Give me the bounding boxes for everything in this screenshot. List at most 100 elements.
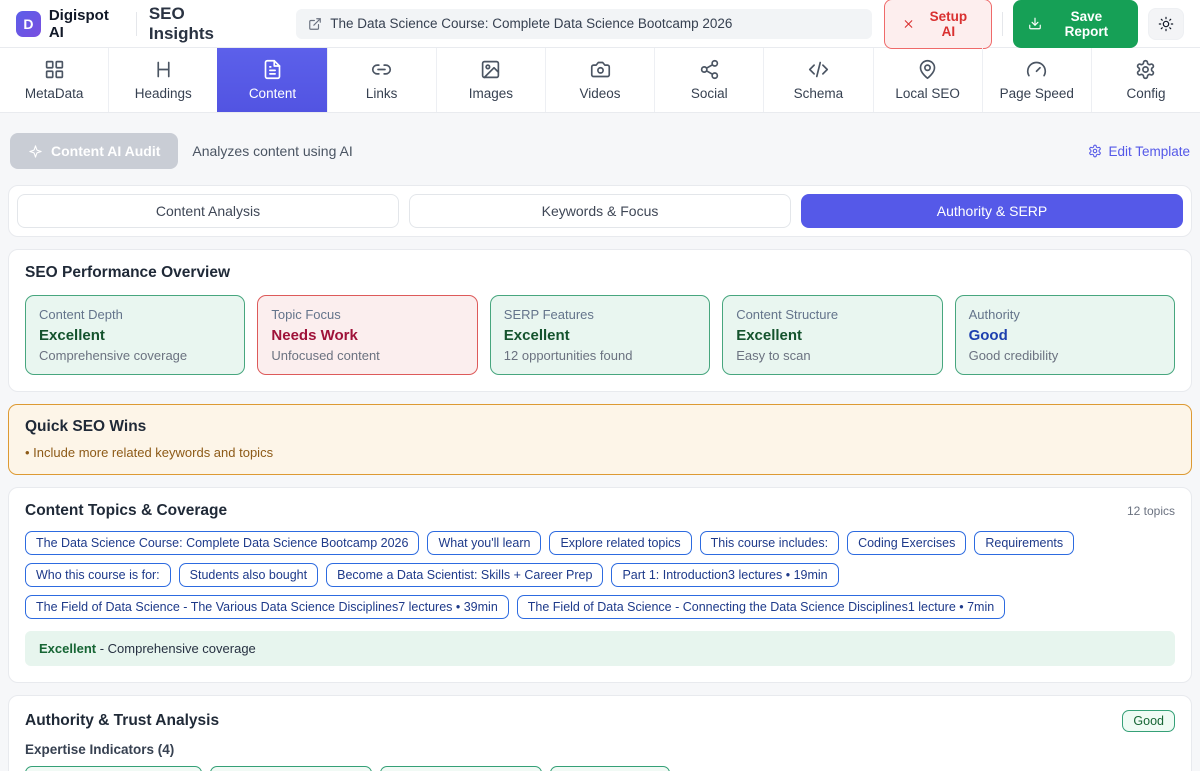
authority-trust-section: Authority & Trust Analysis Good Expertis… — [8, 695, 1192, 771]
section-title: Content Topics & Coverage — [25, 502, 228, 519]
nav-tab-label: Videos — [579, 86, 621, 101]
nav-tab-label: Social — [690, 86, 728, 101]
image-icon — [480, 59, 501, 80]
section-tabs: Content Analysis Keywords & Focus Author… — [8, 185, 1192, 237]
nav-tab-schema[interactable]: Schema — [763, 48, 872, 112]
topic-chip: Requirements — [974, 531, 1075, 555]
stat-label: Authority — [968, 307, 1020, 322]
top-bar: D Digispot AI SEO Insights The Data Scie… — [0, 0, 1200, 49]
status-badge: Good — [1122, 710, 1175, 732]
stat-value: Excellent — [503, 327, 570, 344]
pin-icon — [917, 59, 938, 80]
stat-subtext: 12 opportunities found — [503, 348, 633, 363]
main-content: Content AI Audit Analyzes content using … — [0, 113, 1200, 771]
save-report-button[interactable]: Save Report — [1012, 0, 1139, 48]
tab-authority-serp[interactable]: Authority & SERP — [801, 194, 1183, 228]
topic-chip: The Field of Data Science - Connecting t… — [516, 595, 1006, 619]
topic-chip: Who this course is for: — [25, 563, 171, 587]
topic-chip: Part 1: Introduction3 lectures • 19min — [611, 563, 839, 587]
topic-chip: What you'll learn — [427, 531, 542, 555]
expertise-chip-list: Research and data citations Expertise an… — [25, 766, 1175, 771]
page-title: SEO Insights — [148, 3, 215, 43]
nav-tab-metadata[interactable]: MetaData — [0, 48, 108, 112]
edit-template-link[interactable]: Edit Template — [1088, 144, 1190, 159]
section-title: Authority & Trust Analysis — [25, 712, 220, 729]
gear-icon — [1088, 144, 1102, 158]
content-topics-section: Content Topics & Coverage 12 topics The … — [8, 487, 1192, 683]
camera-icon — [590, 59, 611, 80]
nav-tab-label: Page Speed — [999, 86, 1074, 101]
stat-label: Content Structure — [736, 307, 839, 322]
gear-icon — [1135, 59, 1156, 80]
nav-tab-config[interactable]: Config — [1090, 48, 1200, 112]
stat-card: Content Depth Excellent Comprehensive co… — [25, 295, 246, 375]
topic-chip: The Field of Data Science - The Various … — [25, 595, 509, 619]
tab-content-analysis[interactable]: Content Analysis — [17, 194, 399, 228]
quick-seo-wins-section: Quick SEO Wins • Include more related ke… — [8, 404, 1192, 475]
topic-chip: The Data Science Course: Complete Data S… — [25, 531, 420, 555]
audit-description: Analyzes content using AI — [192, 143, 353, 159]
nav-tab-label: Links — [365, 86, 398, 101]
sun-icon — [1158, 16, 1174, 32]
nav-tab-links[interactable]: Links — [326, 48, 436, 112]
sparkles-icon — [28, 144, 43, 159]
stat-label: Topic Focus — [271, 307, 341, 322]
expertise-chip: Source attribution — [550, 766, 670, 771]
edit-template-label: Edit Template — [1108, 143, 1190, 159]
analyzed-page-title: The Data Science Course: Complete Data S… — [330, 16, 733, 31]
nav-tab-label: Config — [1126, 86, 1166, 101]
topic-chip: Coding Exercises — [847, 531, 967, 555]
doc-icon — [262, 59, 283, 80]
nav-tab-local-seo[interactable]: Local SEO — [872, 48, 982, 112]
divider — [135, 11, 137, 36]
external-link-icon — [308, 17, 322, 31]
link-icon — [371, 59, 392, 80]
quick-win-item: • Include more related keywords and topi… — [25, 445, 274, 460]
nav-tab-videos[interactable]: Videos — [544, 48, 654, 112]
coverage-rating: Excellent — [39, 641, 97, 656]
grid-icon — [44, 59, 65, 80]
gauge-icon — [1026, 59, 1047, 80]
brand-name: Digispot AI — [48, 6, 109, 41]
setup-ai-button[interactable]: Setup AI — [884, 0, 992, 49]
topic-chip: Become a Data Scientist: Skills + Career… — [326, 563, 604, 587]
topic-chip: Students also bought — [178, 563, 319, 587]
analyzed-page-link[interactable]: The Data Science Course: Complete Data S… — [296, 8, 873, 39]
authority-header: Authority & Trust Analysis Good — [25, 710, 1175, 732]
stat-card: Topic Focus Needs Work Unfocused content — [257, 295, 478, 375]
stat-cards: Content Depth Excellent Comprehensive co… — [25, 295, 1175, 375]
share-icon — [699, 59, 720, 80]
theme-toggle-button[interactable] — [1148, 7, 1184, 40]
stat-card: Content Structure Excellent Easy to scan — [722, 295, 943, 375]
nav-tab-social[interactable]: Social — [654, 48, 763, 112]
nav-tab-content[interactable]: Content — [217, 48, 327, 112]
section-title: Quick SEO Wins — [25, 418, 147, 435]
tab-keywords-focus[interactable]: Keywords & Focus — [409, 194, 791, 228]
nav-tab-images[interactable]: Images — [435, 48, 545, 112]
topics-header: Content Topics & Coverage 12 topics — [25, 502, 1175, 520]
topic-chip: Explore related topics — [549, 531, 692, 555]
heading-icon — [153, 59, 174, 80]
nav-tab-page-speed[interactable]: Page Speed — [981, 48, 1091, 112]
topic-chip: This course includes: — [699, 531, 840, 555]
expertise-chip: Expertise and credentials — [209, 766, 373, 771]
stat-subtext: Easy to scan — [736, 348, 811, 363]
stat-card: SERP Features Excellent 12 opportunities… — [489, 295, 711, 375]
topic-chip-list: The Data Science Course: Complete Data S… — [25, 531, 1175, 619]
close-icon — [902, 17, 915, 31]
expertise-indicators-label: Expertise Indicators (4) — [25, 742, 175, 757]
seo-performance-overview-section: SEO Performance Overview Content Depth E… — [8, 249, 1192, 392]
brand-logo[interactable]: D — [16, 10, 41, 37]
quick-win-list: • Include more related keywords and topi… — [25, 445, 1175, 460]
nav-tab-headings[interactable]: Headings — [108, 48, 217, 112]
brand: D Digispot AI — [16, 7, 124, 41]
content-ai-audit-button[interactable]: Content AI Audit — [10, 133, 179, 169]
nav-tab-label: Content — [248, 86, 297, 101]
stat-card: Authority Good Good credibility — [954, 295, 1175, 375]
stat-label: SERP Features — [503, 307, 594, 322]
nav-tab-label: Images — [468, 86, 513, 101]
setup-ai-label: Setup AI — [929, 8, 968, 39]
stat-value: Excellent — [736, 327, 803, 344]
coverage-summary: Excellent - Comprehensive coverage — [25, 631, 1175, 666]
stat-value: Needs Work — [271, 327, 358, 344]
